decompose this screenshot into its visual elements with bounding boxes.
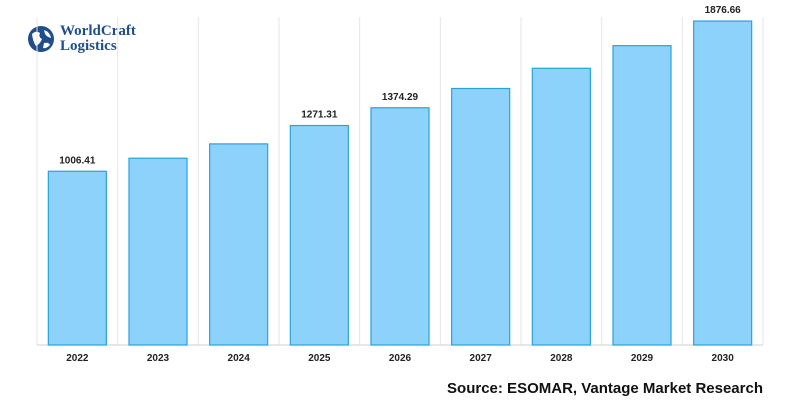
data-label: 1271.31 bbox=[301, 110, 338, 121]
bar-2030 bbox=[693, 20, 753, 346]
globe-icon bbox=[28, 26, 54, 52]
grid-lines bbox=[36, 17, 764, 346]
x-tick-label: 2024 bbox=[228, 353, 251, 364]
x-tick-label: 2022 bbox=[66, 353, 89, 364]
x-tick-label: 2026 bbox=[389, 353, 412, 364]
x-tick-label: 2025 bbox=[308, 353, 331, 364]
x-tick-label: 2030 bbox=[712, 353, 735, 364]
data-label: 1374.29 bbox=[382, 92, 419, 103]
bar-2022 bbox=[47, 170, 107, 346]
x-tick-label: 2028 bbox=[550, 353, 573, 364]
labels: 2022 1006.41 2023 2024 2025 1271.31 2026 1374.2… bbox=[59, 5, 741, 364]
data-label: 1006.41 bbox=[59, 155, 96, 166]
x-tick-label: 2029 bbox=[631, 353, 654, 364]
x-tick-label: 2023 bbox=[147, 353, 170, 364]
logo-line-1: WorldCraft bbox=[60, 23, 136, 39]
bar-2026 bbox=[370, 107, 430, 346]
x-tick-label: 2027 bbox=[470, 353, 493, 364]
source-note: Source: ESOMAR, Vantage Market Research bbox=[447, 380, 763, 397]
bar-2024 bbox=[209, 143, 269, 346]
bar-2029 bbox=[612, 45, 672, 346]
bar-2028 bbox=[531, 67, 591, 346]
bars bbox=[47, 20, 753, 346]
logo-line-2: Logistics bbox=[60, 38, 117, 54]
bar-2027 bbox=[451, 87, 511, 346]
bar-2023 bbox=[128, 157, 188, 346]
logo-text: WorldCraft Logistics bbox=[60, 24, 136, 54]
data-label: 1876.66 bbox=[705, 5, 742, 16]
bar-2025 bbox=[289, 124, 349, 346]
company-logo: WorldCraft Logistics bbox=[26, 24, 146, 56]
